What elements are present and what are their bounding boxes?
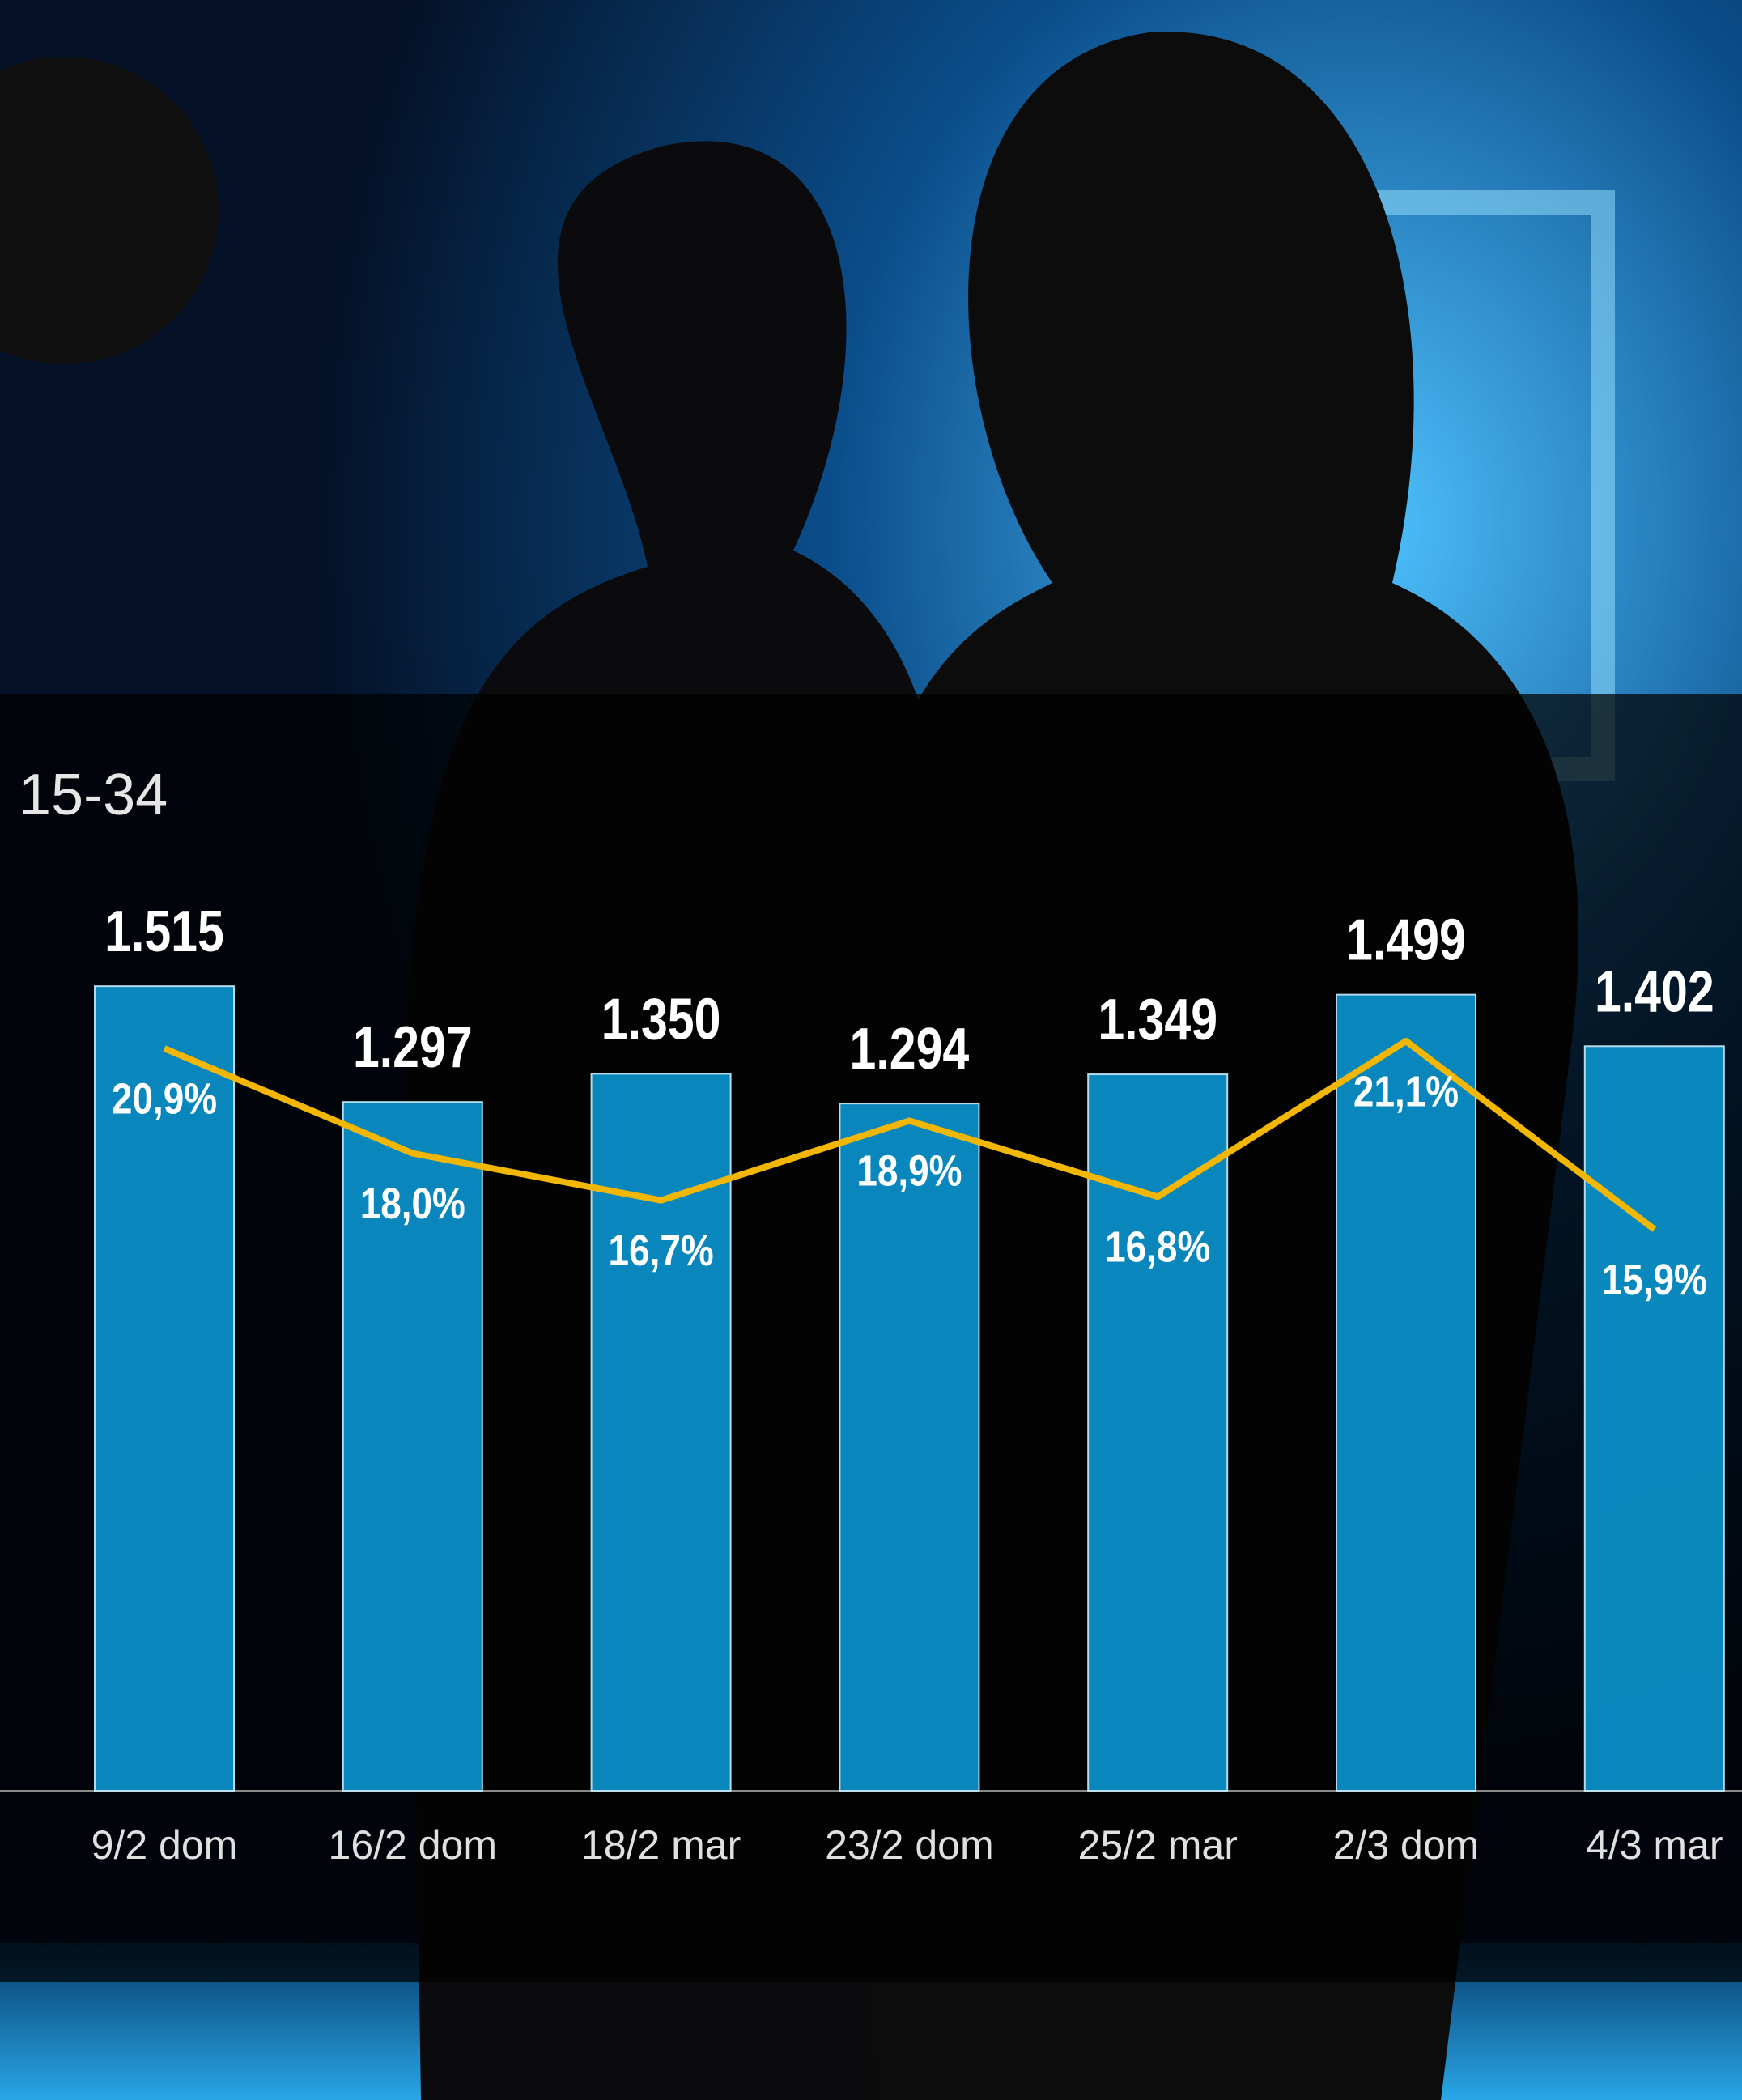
share-label: 20,9% xyxy=(112,1074,217,1123)
bar xyxy=(590,1073,732,1792)
share-label: 16,7% xyxy=(609,1226,714,1275)
share-line xyxy=(163,1038,1657,1232)
share-label: 21,1% xyxy=(1353,1067,1459,1116)
x-tick-label: 23/2 dom xyxy=(825,1822,993,1868)
bar xyxy=(1583,1045,1725,1792)
bar xyxy=(1336,993,1476,1792)
share-label: 15,9% xyxy=(1602,1255,1707,1303)
bar xyxy=(839,1103,980,1792)
bar-value-label: 1.402 xyxy=(1595,959,1714,1024)
x-tick-label: 4/3 mar xyxy=(1586,1822,1723,1868)
bar xyxy=(94,985,235,1792)
x-tick-label: 18/2 mar xyxy=(581,1822,741,1868)
x-tick-label: 2/3 dom xyxy=(1333,1822,1480,1868)
logo xyxy=(0,57,219,364)
bar-value-label: 1.297 xyxy=(353,1014,473,1080)
bar-value-label: 1.349 xyxy=(1098,986,1217,1052)
x-tick-label: 25/2 mar xyxy=(1078,1822,1238,1868)
bar xyxy=(342,1101,483,1792)
x-tick-label: 16/2 dom xyxy=(329,1822,497,1868)
x-tick-label: 9/2 dom xyxy=(91,1822,238,1868)
share-label: 18,9% xyxy=(856,1146,962,1195)
subtitle: 15-34 xyxy=(19,763,168,827)
share-label: 16,8% xyxy=(1105,1222,1210,1271)
bar-value-label: 1.350 xyxy=(601,986,721,1052)
bar-value-label: 1.499 xyxy=(1346,907,1466,972)
bar-value-label: 1.515 xyxy=(104,899,224,964)
share-label: 18,0% xyxy=(360,1179,465,1227)
bar-value-label: 1.294 xyxy=(850,1016,970,1082)
